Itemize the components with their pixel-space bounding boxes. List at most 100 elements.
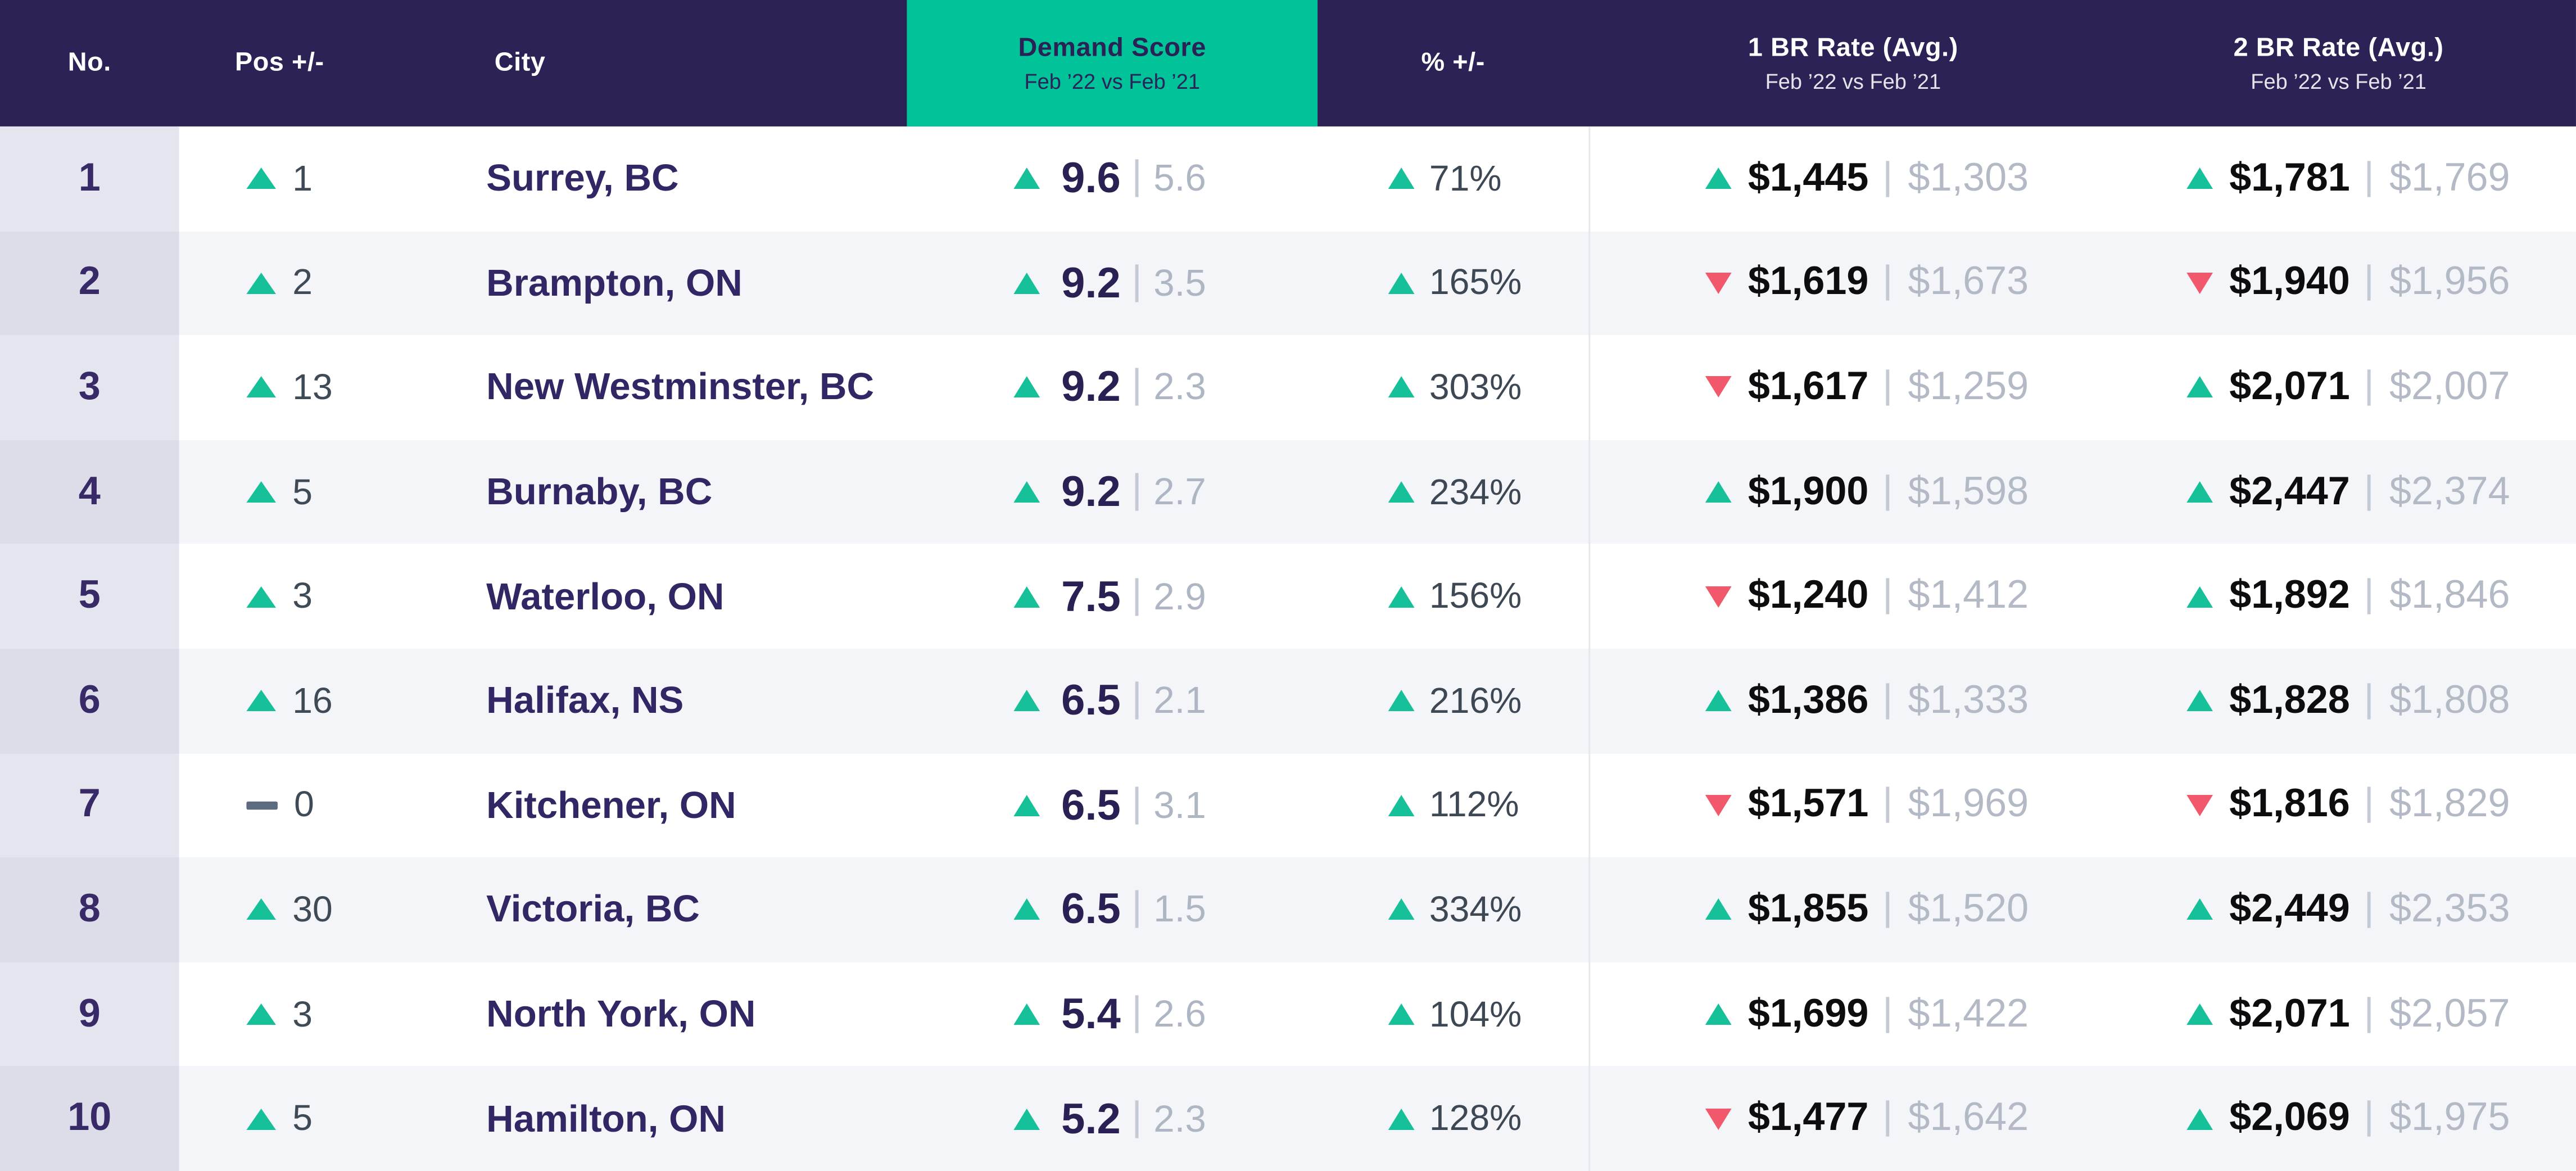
1br-rate-previous: $1,598: [1908, 469, 2029, 514]
demand-score-previous: 1.5: [1153, 887, 1206, 930]
1br-rate-current: $1,619: [1747, 260, 1869, 305]
header-demand-score-sublabel: Feb ’22 vs Feb ’21: [1024, 68, 1201, 93]
1br-trend-icon: [1705, 690, 1732, 712]
2br-rate-cell: $1,940 $1,956: [2045, 231, 2576, 336]
percent-change-cell: 156%: [1318, 544, 1588, 649]
header-demand-score-label: Demand Score: [1018, 33, 1206, 62]
1br-rate-current: $1,900: [1747, 469, 1869, 514]
table-body: 1 1 Surrey, BC 9.6 5.6 71%: [0, 126, 2576, 1171]
table-row: 10 5 Hamilton, ON 5.2 2.3 128%: [0, 1066, 2576, 1171]
rank-number: 5: [78, 573, 101, 618]
value-divider: [1886, 996, 1890, 1033]
table-row: 7 0 Kitchener, ON 6.5 3.1 112%: [0, 753, 2576, 858]
1br-rate-current: $1,386: [1747, 677, 1869, 722]
city-cell: Victoria, BC: [460, 857, 907, 962]
city-name: Waterloo, ON: [486, 574, 725, 617]
value-divider: [1886, 265, 1890, 301]
percent-change-cell: 112%: [1318, 753, 1588, 858]
value-divider: [1886, 474, 1890, 510]
2br-rate-previous: $2,007: [2389, 364, 2510, 409]
1br-trend-icon: [1705, 899, 1732, 921]
value-divider: [2367, 787, 2371, 824]
demand-score-current: 9.6: [1061, 153, 1121, 203]
percent-change-cell: 234%: [1318, 440, 1588, 544]
2br-trend-icon: [2186, 377, 2213, 399]
rank-cell: 10: [0, 1066, 179, 1171]
header-2br-rate: 2 BR Rate (Avg.) Feb ’22 vs Feb ’21: [2045, 0, 2576, 126]
position-change-value: 13: [292, 366, 333, 408]
percent-change-value: 112%: [1429, 784, 1519, 825]
header-city-label: City: [494, 48, 546, 76]
demand-score-previous: 2.3: [1153, 1096, 1206, 1140]
demand-score-previous: 2.1: [1153, 679, 1206, 722]
2br-rate-cell: $1,781 $1,769: [2045, 126, 2576, 231]
position-change-cell: 3: [179, 962, 460, 1066]
1br-rate-previous: $1,303: [1908, 155, 2029, 200]
1br-rate-previous: $1,422: [1908, 991, 2029, 1036]
table-row: 4 5 Burnaby, BC 9.2 2.7 234%: [0, 440, 2576, 545]
value-divider: [2367, 682, 2371, 719]
2br-rate-current: $1,816: [2229, 782, 2350, 827]
table-row: 1 1 Surrey, BC 9.6 5.6 71%: [0, 126, 2576, 231]
2br-rate-current: $1,940: [2229, 260, 2350, 305]
rank-number: 1: [78, 155, 101, 200]
value-divider: [1886, 892, 1890, 928]
value-divider: [1135, 473, 1139, 511]
rank-cell: 6: [0, 648, 179, 753]
2br-trend-icon: [2186, 899, 2213, 921]
2br-rate-previous: $2,353: [2389, 887, 2510, 932]
2br-rate-current: $2,071: [2229, 991, 2350, 1036]
city-name: Victoria, BC: [486, 887, 700, 930]
value-divider: [2367, 474, 2371, 510]
position-change-cell: 5: [179, 1066, 460, 1171]
rank-number: 6: [78, 677, 101, 722]
demand-score-current: 7.5: [1061, 571, 1121, 621]
value-divider: [1135, 1100, 1139, 1138]
demand-score-current: 9.2: [1061, 466, 1121, 516]
rank-cell: 7: [0, 753, 179, 858]
table-row: 6 16 Halifax, NS 6.5 2.1 216%: [0, 648, 2576, 753]
demand-score-current: 9.2: [1061, 362, 1121, 412]
position-trend-icon: [246, 586, 277, 607]
demand-trend-icon: [1013, 899, 1040, 921]
2br-trend-icon: [2186, 586, 2213, 607]
header-1br-rate: 1 BR Rate (Avg.) Feb ’22 vs Feb ’21: [1588, 0, 2045, 126]
position-change-cell: 0: [179, 753, 460, 858]
percent-trend-icon: [1388, 481, 1415, 503]
header-1br-rate-sublabel: Feb ’22 vs Feb ’21: [1765, 68, 1941, 93]
position-change-cell: 30: [179, 857, 460, 962]
city-cell: Hamilton, ON: [460, 1066, 907, 1171]
demand-trend-icon: [1013, 168, 1040, 189]
1br-rate-previous: $1,412: [1908, 573, 2029, 618]
1br-rate-current: $1,477: [1747, 1096, 1869, 1140]
header-demand-score: Demand Score Feb ’22 vs Feb ’21: [907, 0, 1318, 126]
2br-rate-current: $2,069: [2229, 1096, 2350, 1140]
1br-rate-previous: $1,969: [1908, 782, 2029, 827]
value-divider: [1135, 160, 1139, 198]
rank-cell: 8: [0, 857, 179, 962]
1br-rate-current: $1,855: [1747, 887, 1869, 932]
position-change-value: 5: [292, 471, 313, 512]
percent-trend-icon: [1388, 586, 1415, 607]
1br-rate-previous: $1,259: [1908, 364, 2029, 409]
rank-cell: 3: [0, 335, 179, 440]
rank-number: 2: [78, 260, 101, 305]
1br-rate-cell: $1,619 $1,673: [1588, 230, 2045, 336]
position-change-value: 3: [292, 575, 313, 617]
2br-rate-previous: $1,975: [2389, 1096, 2510, 1140]
2br-rate-cell: $1,828 $1,808: [2045, 649, 2576, 753]
2br-trend-icon: [2186, 1003, 2213, 1025]
1br-trend-icon: [1705, 586, 1732, 607]
demand-score-cell: 9.2 2.3: [907, 336, 1318, 440]
position-trend-icon: [246, 690, 277, 712]
percent-change-cell: 303%: [1318, 336, 1588, 440]
table-row: 8 30 Victoria, BC 6.5 1.5 334%: [0, 857, 2576, 962]
1br-trend-icon: [1705, 794, 1732, 816]
position-change-cell: 16: [179, 649, 460, 753]
1br-trend-icon: [1705, 377, 1732, 399]
rank-cell: 4: [0, 440, 179, 545]
demand-trend-icon: [1013, 690, 1040, 712]
rank-number: 3: [78, 364, 101, 409]
2br-rate-previous: $1,956: [2389, 260, 2510, 305]
